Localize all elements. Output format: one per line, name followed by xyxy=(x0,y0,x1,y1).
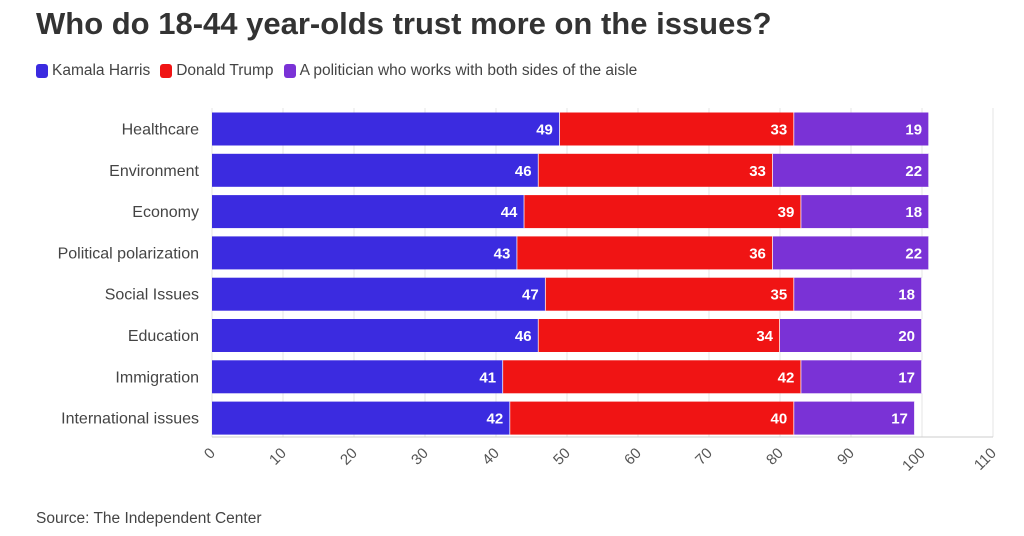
data-label: 18 xyxy=(905,204,922,221)
x-tick-label: 60 xyxy=(621,445,645,469)
category-label: Healthcare xyxy=(122,122,199,139)
legend-item-trump: Donald Trump xyxy=(160,62,274,80)
data-label: 42 xyxy=(487,411,504,428)
category-label: Social Issues xyxy=(105,287,199,304)
data-label: 49 xyxy=(536,122,553,139)
bar-segment-trump xyxy=(545,277,795,311)
bar-segment-trump xyxy=(503,360,802,394)
data-label: 18 xyxy=(898,287,915,304)
data-label: 22 xyxy=(905,245,922,262)
data-label: 41 xyxy=(479,369,496,386)
bar-segment-trump xyxy=(559,112,795,146)
x-tick-label: 30 xyxy=(408,445,432,469)
bar-segment-harris xyxy=(212,236,518,270)
bar-segment-harris xyxy=(212,112,560,146)
x-tick-label: 90 xyxy=(834,445,858,469)
x-tick-label: 10 xyxy=(266,445,290,469)
bar-segment-harris xyxy=(212,277,546,311)
legend-item-bipartisan: A politician who works with both sides o… xyxy=(283,62,638,80)
bar-segment-bipartisan xyxy=(780,319,922,352)
x-tick-label: 110 xyxy=(971,445,1000,474)
data-label: 46 xyxy=(515,163,532,180)
data-label: 22 xyxy=(905,163,922,180)
category-label: Economy xyxy=(132,204,199,221)
chart-title: Who do 18-44 year-olds trust more on the… xyxy=(36,6,772,41)
x-tick-label: 40 xyxy=(479,445,503,469)
bar-segment-bipartisan xyxy=(772,236,930,270)
data-label: 33 xyxy=(771,122,788,139)
x-tick-label: 80 xyxy=(763,445,787,469)
bar-segment-trump xyxy=(510,401,795,435)
bar-segment-bipartisan xyxy=(794,401,915,435)
bar-segment-bipartisan xyxy=(801,195,930,229)
data-label: 19 xyxy=(905,122,922,139)
bar-segment-bipartisan xyxy=(794,112,930,146)
data-label: 35 xyxy=(771,287,788,304)
data-label: 36 xyxy=(749,245,766,262)
legend-swatch-harris xyxy=(36,64,48,78)
x-tick-label: 20 xyxy=(337,445,361,469)
bar-segment-trump xyxy=(538,319,780,352)
bar-segment-harris xyxy=(212,319,539,352)
legend-label-harris: Kamala Harris xyxy=(52,62,151,79)
category-label: Political polarization xyxy=(58,245,199,262)
bar-segment-harris xyxy=(212,153,539,187)
data-label: 43 xyxy=(494,245,511,262)
category-label: International issues xyxy=(61,411,199,428)
x-tick-label: 50 xyxy=(550,445,574,469)
data-label: 40 xyxy=(771,411,788,428)
category-label: Immigration xyxy=(115,369,199,386)
x-tick-label: 100 xyxy=(899,445,929,475)
bar-segment-bipartisan xyxy=(801,360,922,394)
bar-segment-bipartisan xyxy=(794,277,922,311)
bar-segment-bipartisan xyxy=(772,153,930,187)
x-tick-label: 0 xyxy=(201,445,219,463)
data-label: 47 xyxy=(522,287,539,304)
source-note: Source: The Independent Center xyxy=(36,510,262,527)
category-label: Environment xyxy=(109,163,199,180)
category-label: Education xyxy=(128,328,199,345)
data-label: 34 xyxy=(756,328,773,345)
legend-item-harris: Kamala Harris xyxy=(36,62,150,80)
bar-segment-trump xyxy=(524,195,802,229)
data-label: 33 xyxy=(749,163,766,180)
data-label: 42 xyxy=(778,369,795,386)
data-label: 17 xyxy=(898,369,915,386)
legend-swatch-bipartisan xyxy=(283,64,296,78)
data-label: 46 xyxy=(515,328,532,345)
bar-segment-trump xyxy=(538,153,773,187)
legend-label-bipartisan: A politician who works with both sides o… xyxy=(299,62,638,79)
data-label: 44 xyxy=(501,204,518,221)
data-label: 17 xyxy=(891,411,908,428)
legend-label-trump: Donald Trump xyxy=(176,62,274,79)
bar-segment-harris xyxy=(212,360,504,394)
data-label: 39 xyxy=(778,204,795,221)
data-label: 20 xyxy=(898,328,915,345)
bar-segment-harris xyxy=(212,401,511,435)
bar-segment-harris xyxy=(212,195,525,229)
bar-segment-trump xyxy=(517,236,773,270)
legend: Kamala Harris Donald Trump A politician … xyxy=(36,62,647,80)
x-tick-label: 70 xyxy=(692,445,716,469)
legend-swatch-trump xyxy=(160,64,173,78)
